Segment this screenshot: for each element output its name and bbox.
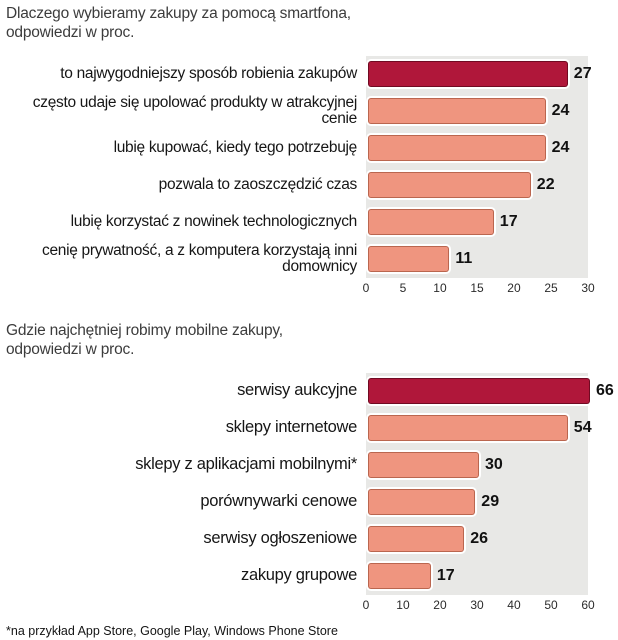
plot-cell: 24: [366, 129, 588, 167]
plot-cell: 11: [366, 240, 588, 278]
axis-tick-label: 25: [544, 280, 558, 295]
plot-cell: 29: [366, 483, 588, 521]
bar: [368, 489, 476, 516]
category-label: porównywarki cenowe: [200, 492, 357, 511]
value-label: 17: [436, 567, 455, 585]
plot-cell: 17: [366, 557, 588, 595]
chart-title-line: odpowiedzi w proc.: [6, 340, 135, 358]
value-label: 22: [536, 176, 555, 194]
bar: [368, 135, 546, 162]
bar-chart-rows: to najwygodniejszy sposób robienia zakup…: [6, 55, 612, 278]
axis-tick-label: 5: [399, 280, 407, 295]
value-label: 27: [573, 65, 592, 83]
axis-tick-label: 10: [396, 597, 410, 612]
category-label: zakupy grupowe: [241, 566, 357, 585]
value-label: 26: [470, 530, 488, 548]
category-label: lubię kupować, kiedy tego potrzebuję: [113, 138, 358, 156]
value-label: 11: [455, 250, 473, 268]
axis-tick-label: 60: [581, 597, 595, 612]
axis-tick-label: 0: [362, 280, 370, 295]
category-label: serwisy ogłoszeniowe: [203, 529, 357, 548]
value-label: 24: [551, 139, 570, 157]
plot-cell: 17: [366, 203, 588, 241]
axis-tick-label: 10: [433, 280, 447, 295]
axis-tick-label: 15: [470, 280, 484, 295]
value-label: 54: [573, 419, 592, 437]
plot-cell: 30: [366, 446, 588, 484]
axis-tick-label: 40: [507, 597, 521, 612]
plot-cell: 24: [366, 92, 588, 130]
bar: [368, 61, 568, 88]
category-label: cenię prywatność, a z komputera korzysta…: [42, 241, 357, 276]
chart-title-line: Gdzie najchętniej robimy mobilne zakupy,: [6, 321, 283, 339]
bar: [368, 415, 568, 442]
plot-cell: 54: [366, 409, 592, 447]
plot-cell: 27: [366, 55, 592, 93]
bar: [368, 246, 450, 273]
bar: [368, 378, 590, 405]
footer: *na przykład App Store, Google Play, Win…: [6, 623, 612, 640]
bar: [368, 526, 465, 553]
value-label: 66: [596, 382, 614, 400]
axis-tick-label: 30: [470, 597, 484, 612]
axis-tick-label: 0: [362, 597, 370, 612]
footnote: *na przykład App Store, Google Play, Win…: [6, 623, 338, 638]
category-label: pozwala to zaoszczędzić czas: [158, 175, 358, 193]
chart-mobile-shopping-places: Gdzie najchętniej robimy mobilne zakupy,…: [6, 322, 614, 614]
bar: [368, 563, 431, 590]
bar-chart-rows: serwisy aukcyjne 66 sklepy internetowe 54 sk…: [6, 372, 614, 595]
chart-title-line: odpowiedzi w proc.: [6, 23, 135, 41]
axis-tick-label: 30: [581, 280, 595, 295]
bar: [368, 172, 531, 199]
value-label: 29: [481, 493, 500, 511]
axis-tick-label: 20: [433, 597, 447, 612]
category-label: sklepy internetowe: [225, 418, 358, 437]
axis-tick-label: 50: [544, 597, 558, 612]
x-axis: 0 5 10 15 20 25 30: [362, 278, 595, 297]
category-label: lubię korzystać z nowinek technologiczny…: [70, 212, 358, 230]
plot-cell: 22: [366, 166, 588, 204]
axis-tick-label: 20: [507, 280, 521, 295]
chart-smartphone-reasons: Dlaczego wybieramy zakupy za pomocą smar…: [6, 5, 612, 297]
category-label: serwisy aukcyjne: [237, 381, 357, 400]
value-label: 24: [551, 102, 570, 120]
value-label: 17: [499, 213, 518, 231]
category-label: często udaje się upolować produkty w atr…: [32, 93, 358, 128]
chart-title: Gdzie najchętniej robimy mobilne zakupy,…: [6, 322, 612, 360]
value-label: 30: [485, 456, 503, 474]
bar: [368, 452, 479, 479]
plot-cell: 66: [366, 372, 614, 410]
category-label: sklepy z aplikacjami mobilnymi*: [135, 455, 357, 474]
x-axis: 0 10 20 30 40 50 60: [362, 595, 595, 614]
category-label: to najwygodniejszy sposób robienia zakup…: [60, 64, 357, 82]
bar: [368, 98, 546, 125]
chart-title: Dlaczego wybieramy zakupy za pomocą smar…: [6, 5, 612, 43]
plot-cell: 26: [366, 520, 588, 558]
bar: [368, 209, 494, 236]
chart-title-line: Dlaczego wybieramy zakupy za pomocą smar…: [6, 5, 351, 22]
